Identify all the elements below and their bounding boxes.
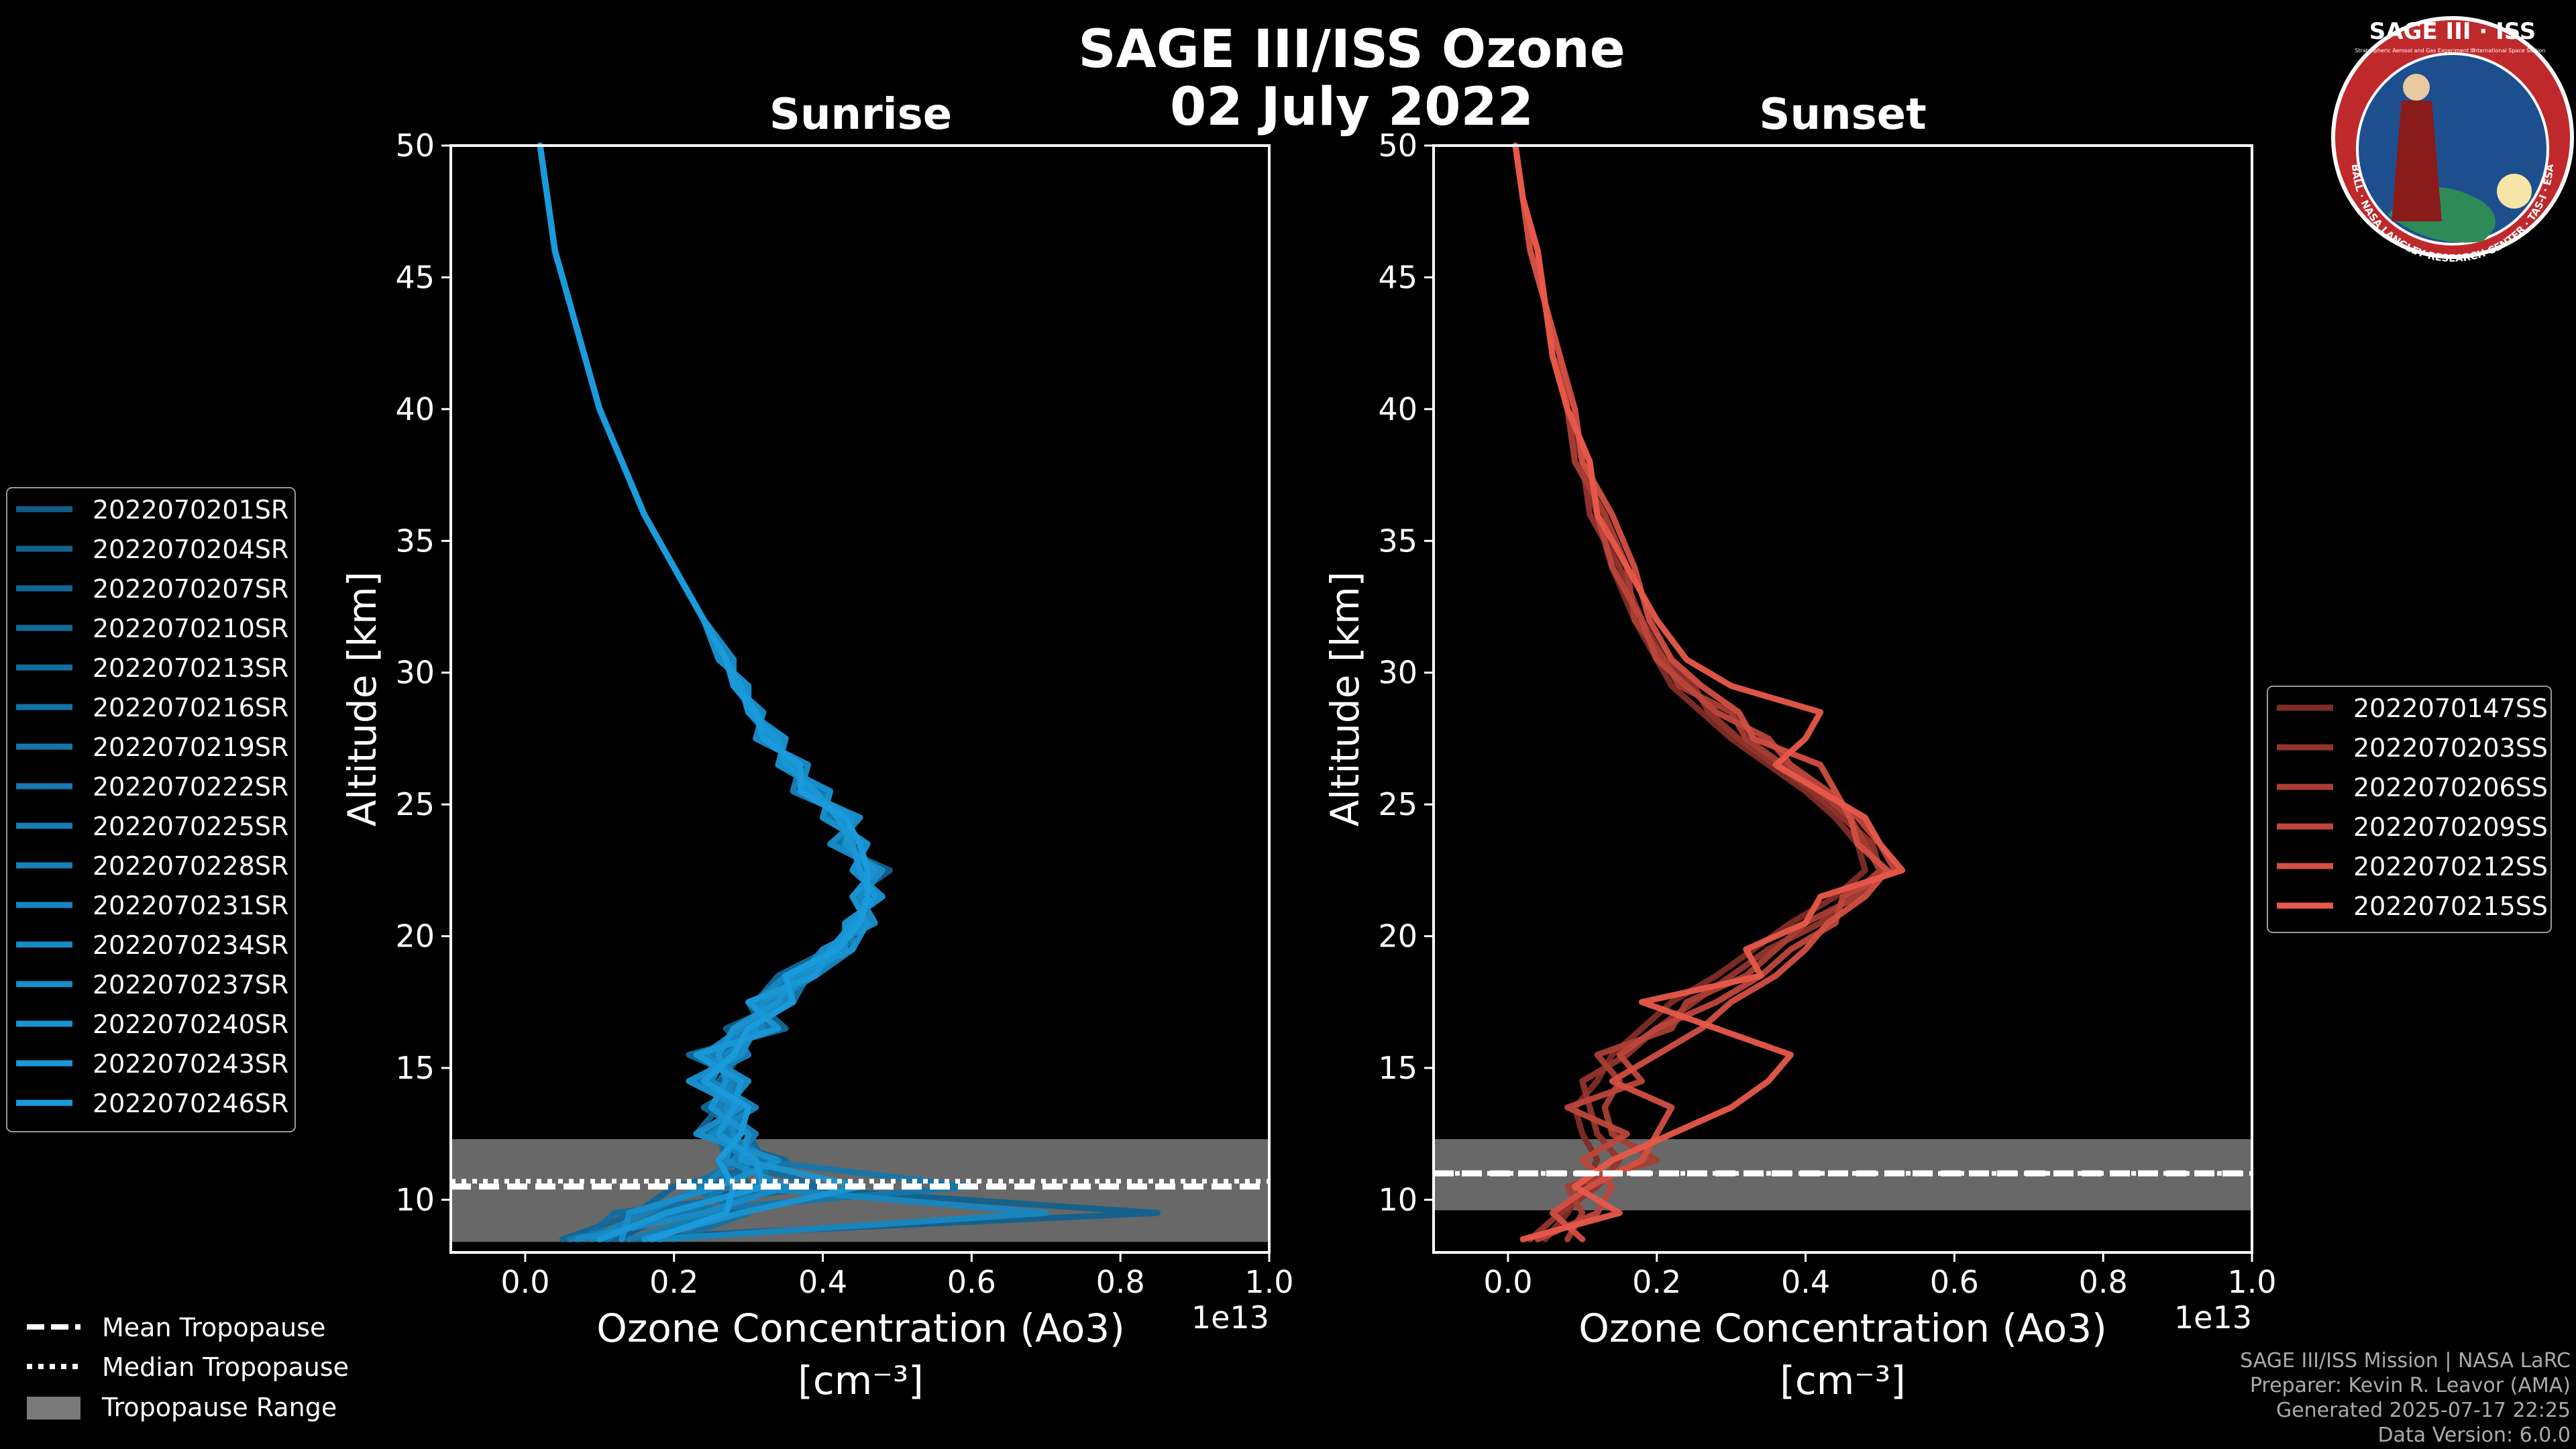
logo-title: SAGE III · ISS xyxy=(2369,18,2536,45)
sunrise-legend-label-2022070234SR: 2022070234SR xyxy=(93,930,288,960)
credit-generated: Generated 2025-07-17 22:25 xyxy=(2276,1399,2571,1422)
logo-subtitle-right: International Space Station xyxy=(2473,48,2546,54)
sunrise-x-tick-label: 0.4 xyxy=(798,1264,847,1300)
sunset-panel-title: Sunset xyxy=(1759,90,1926,140)
sunrise-y-tick-label: 10 xyxy=(395,1181,435,1218)
sunrise-legend-box xyxy=(6,487,296,1132)
sunrise-legend-label-2022070216SR: 2022070216SR xyxy=(93,693,288,722)
sunrise-y-tick-label: 30 xyxy=(395,655,435,691)
sunrise-legend-label-2022070210SR: 2022070210SR xyxy=(93,614,288,643)
median-tropopause-label: Median Tropopause xyxy=(102,1352,349,1382)
sunrise-x-axis-label: Ozone Concentration (Ao3) xyxy=(596,1305,1125,1351)
sunrise-legend-label-2022070228SR: 2022070228SR xyxy=(93,851,288,881)
sunset-legend-label-2022070209SS: 2022070209SS xyxy=(2353,812,2548,842)
sunrise-y-tick-label: 50 xyxy=(395,127,435,164)
logo-subtitle-left: Stratospheric Aerosol and Gas Experiment… xyxy=(2355,48,2475,54)
sunset-y-tick-label: 25 xyxy=(1378,786,1417,822)
sunrise-legend-label-2022070231SR: 2022070231SR xyxy=(93,891,288,920)
sunset-x-tick-label: 1.0 xyxy=(2227,1264,2276,1300)
mean-tropopause-label: Mean Tropopause xyxy=(102,1313,325,1342)
sunset-profiles xyxy=(1434,142,2252,1242)
sunset-y-tick-label: 15 xyxy=(1378,1050,1417,1086)
sunset-x-tick-label: 0.4 xyxy=(1781,1264,1830,1300)
sunset-legend-label-2022070206SS: 2022070206SS xyxy=(2353,773,2548,802)
sunset-y-tick-label: 50 xyxy=(1378,127,1417,164)
sunrise-y-tick-label: 15 xyxy=(395,1050,435,1086)
sunrise-legend-label-2022070225SR: 2022070225SR xyxy=(93,812,288,841)
sunrise-y-tick-label: 25 xyxy=(395,786,435,822)
sunrise-legend-label-2022070243SR: 2022070243SR xyxy=(93,1049,288,1079)
sunset-y-axis-label: Altitude [km] xyxy=(1322,572,1368,826)
sunset-legend-label-2022070212SS: 2022070212SS xyxy=(2353,852,2548,881)
sunrise-legend-label-2022070240SR: 2022070240SR xyxy=(93,1010,288,1039)
sunset-plot-frame xyxy=(1432,144,2253,1254)
sunset-y-tick-label: 20 xyxy=(1378,918,1417,955)
sunset-x-scale-label: 1e13 xyxy=(2174,1299,2252,1336)
sunrise-y-tick-label: 35 xyxy=(395,523,435,559)
sunrise-ticks: 0.0 0.2 0.4 0.6 0.8 1.0 10 15 20 25 30 35 40 45 50 xyxy=(395,127,1293,1300)
sunset-x-tick-label: 0.2 xyxy=(1632,1264,1681,1300)
sunset-x-tick-label: 0.6 xyxy=(1930,1264,1979,1300)
sunrise-panel: Sunrise 0.0 0.2 0.4 0.6 0.8 1.0 10 15 20 25 30 35 40… xyxy=(339,90,1294,1403)
sunrise-profile-2022070246SR xyxy=(537,142,871,1242)
credit-mission: SAGE III/ISS Mission | NASA LaRC xyxy=(2240,1349,2571,1373)
sunset-y-tick-label: 10 xyxy=(1378,1181,1417,1218)
tropopause-range-swatch xyxy=(27,1397,80,1419)
sunrise-legend-label-2022070237SR: 2022070237SR xyxy=(93,970,288,1000)
sunrise-x-tick-label: 0.6 xyxy=(947,1264,996,1300)
sunrise-x-tick-label: 0.0 xyxy=(500,1264,549,1300)
figure-date: 02 July 2022 xyxy=(1170,77,1534,138)
sunset-legend-box xyxy=(2267,686,2552,933)
sunset-x-tick-label: 0.0 xyxy=(1483,1264,1532,1300)
credit-data-version: Data Version: 6.0.0 xyxy=(2378,1424,2571,1447)
sunrise-x-tick-label: 0.8 xyxy=(1096,1264,1145,1300)
sunrise-legend-label-2022070207SR: 2022070207SR xyxy=(93,574,288,604)
sunrise-x-tick-label: 0.2 xyxy=(649,1264,698,1300)
tropopause-legend: Mean Tropopause Median Tropopause Tropop… xyxy=(27,1313,349,1422)
sunrise-legend-label-2022070213SR: 2022070213SR xyxy=(93,653,288,683)
sunrise-x-axis-unit: [cm⁻³] xyxy=(798,1358,924,1403)
credit-preparer: Preparer: Kevin R. Leavor (AMA) xyxy=(2250,1374,2571,1397)
sunset-legend-label-2022070203SS: 2022070203SS xyxy=(2353,733,2548,763)
sunrise-x-scale-label: 1e13 xyxy=(1191,1299,1269,1336)
sunset-y-tick-label: 40 xyxy=(1378,391,1417,427)
sunrise-y-tick-label: 20 xyxy=(395,918,435,955)
sunrise-legend-label-2022070201SR: 2022070201SR xyxy=(93,495,288,525)
sunrise-legend-label-2022070222SR: 2022070222SR xyxy=(93,772,288,802)
sunrise-x-tick-label: 1.0 xyxy=(1244,1264,1293,1300)
sunrise-y-tick-label: 45 xyxy=(395,259,435,295)
sunrise-legend-label-2022070204SR: 2022070204SR xyxy=(93,535,288,564)
sunset-y-tick-label: 45 xyxy=(1378,259,1417,295)
sage-iii-iss-logo: SAGE III · ISS Stratospheric Aerosol and… xyxy=(2331,16,2574,264)
sunset-legend-label-2022070215SS: 2022070215SS xyxy=(2353,892,2548,921)
sunset-y-tick-label: 30 xyxy=(1378,655,1417,691)
sunrise-panel-title: Sunrise xyxy=(769,90,952,140)
sunrise-y-axis-label: Altitude [km] xyxy=(339,572,385,826)
sunrise-profiles xyxy=(451,142,1269,1242)
figure-title: SAGE III/ISS Ozone xyxy=(1078,19,1625,80)
sunrise-legend-label-2022070219SR: 2022070219SR xyxy=(93,733,288,762)
logo-sun-shape xyxy=(2497,174,2532,209)
logo-figure-shape xyxy=(2392,101,2442,221)
sunset-legend-label-2022070147SS: 2022070147SS xyxy=(2353,694,2548,723)
sunset-x-axis-unit: [cm⁻³] xyxy=(1780,1358,1906,1403)
sunset-x-tick-label: 0.8 xyxy=(2079,1264,2128,1300)
logo-figure-head xyxy=(2403,74,2430,101)
tropopause-range-label: Tropopause Range xyxy=(101,1393,337,1422)
sunrise-legend-label-2022070246SR: 2022070246SR xyxy=(93,1089,288,1118)
sunset-x-axis-label: Ozone Concentration (Ao3) xyxy=(1578,1305,2107,1351)
sunrise-legend: 2022070201SR 2022070204SR 2022070207SR 2022… xyxy=(6,487,296,1132)
sunset-y-tick-label: 35 xyxy=(1378,523,1417,559)
sunset-panel: Sunset 0.0 0.2 0.4 0.6 0.8 1.0 10 15 20 25 30 35 40 4… xyxy=(1322,90,2277,1403)
sunrise-y-tick-label: 40 xyxy=(395,391,435,427)
sunset-legend: 2022070147SS 2022070203SS 2022070206SS 2022… xyxy=(2267,686,2552,933)
sunset-ticks: 0.0 0.2 0.4 0.6 0.8 1.0 10 15 20 25 30 35 40 45 50 xyxy=(1378,127,2276,1300)
sunset-profile-2022070215SS xyxy=(1512,142,1906,1242)
sunrise-plot-frame xyxy=(449,144,1271,1254)
